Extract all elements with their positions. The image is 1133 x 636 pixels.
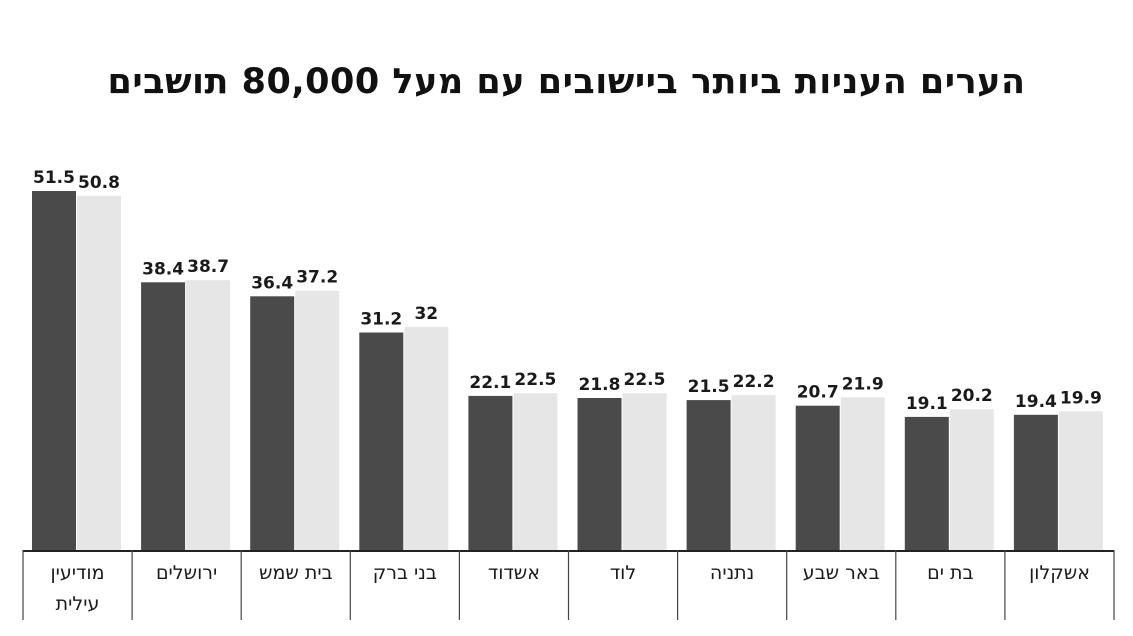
bar-light-9 xyxy=(1058,411,1103,550)
bar-dark-9 xyxy=(1013,414,1058,550)
value-label-light-4: 22.5 xyxy=(514,370,556,390)
bars-layer xyxy=(32,191,1103,550)
value-label-dark-3: 31.2 xyxy=(360,310,402,330)
value-label-light-1: 38.7 xyxy=(187,257,229,277)
category-labels-layer: מודיעין עילית ירושלים בית שמש בני ברק אשדוד לו… xyxy=(50,562,1089,615)
value-label-light-8: 20.2 xyxy=(951,386,993,406)
bar-light-1 xyxy=(186,280,231,550)
category-label-5: לוד xyxy=(610,562,636,584)
axis-layer xyxy=(22,550,1115,620)
bar-light-3 xyxy=(404,326,449,550)
value-label-light-5: 22.5 xyxy=(624,370,666,390)
bar-light-6 xyxy=(731,395,776,550)
category-label-0-line1: עילית xyxy=(56,593,100,615)
category-label-4: אשדוד xyxy=(488,562,540,584)
bar-light-7 xyxy=(840,397,885,550)
category-label-1: ירושלים xyxy=(156,562,217,584)
value-label-dark-8: 19.1 xyxy=(906,394,948,414)
value-label-dark-7: 20.7 xyxy=(797,383,839,403)
bar-dark-7 xyxy=(795,405,840,550)
category-label-6: נתניה xyxy=(710,562,754,584)
chart-title: הערים העניות ביותר ביישובים עם מעל 80,00… xyxy=(107,62,1026,102)
value-label-light-9: 19.9 xyxy=(1060,388,1102,408)
bar-light-8 xyxy=(949,409,994,550)
value-label-light-6: 22.2 xyxy=(733,372,775,392)
value-label-light-7: 21.9 xyxy=(842,374,884,394)
category-label-3: בני ברק xyxy=(373,562,437,584)
category-label-7: באר שבע xyxy=(803,562,880,584)
value-label-dark-1: 38.4 xyxy=(142,259,184,279)
value-label-dark-9: 19.4 xyxy=(1015,392,1057,412)
bar-dark-1 xyxy=(141,282,186,550)
value-label-dark-0: 51.5 xyxy=(33,168,75,188)
category-label-8: בת ים xyxy=(927,562,973,584)
value-label-dark-4: 22.1 xyxy=(469,373,511,393)
bar-dark-5 xyxy=(577,398,622,550)
bar-dark-3 xyxy=(359,332,404,550)
category-label-9: אשקלון xyxy=(1029,562,1090,584)
bar-dark-6 xyxy=(686,400,731,550)
bar-dark-8 xyxy=(904,416,949,550)
category-label-0-line0: מודיעין xyxy=(50,562,104,584)
value-label-dark-2: 36.4 xyxy=(251,273,293,293)
bar-dark-4 xyxy=(468,395,513,550)
bar-light-4 xyxy=(513,393,558,550)
value-label-light-3: 32 xyxy=(414,304,438,324)
bar-light-5 xyxy=(622,393,667,550)
bar-dark-2 xyxy=(250,296,295,550)
bar-light-2 xyxy=(295,290,340,550)
value-label-light-0: 50.8 xyxy=(78,173,120,193)
bar-dark-0 xyxy=(32,191,76,550)
bar-light-0 xyxy=(77,195,121,550)
value-label-dark-5: 21.8 xyxy=(579,375,621,395)
category-label-2: בית שמש xyxy=(259,562,333,584)
value-label-light-2: 37.2 xyxy=(296,268,338,288)
value-label-dark-6: 21.5 xyxy=(688,377,730,397)
